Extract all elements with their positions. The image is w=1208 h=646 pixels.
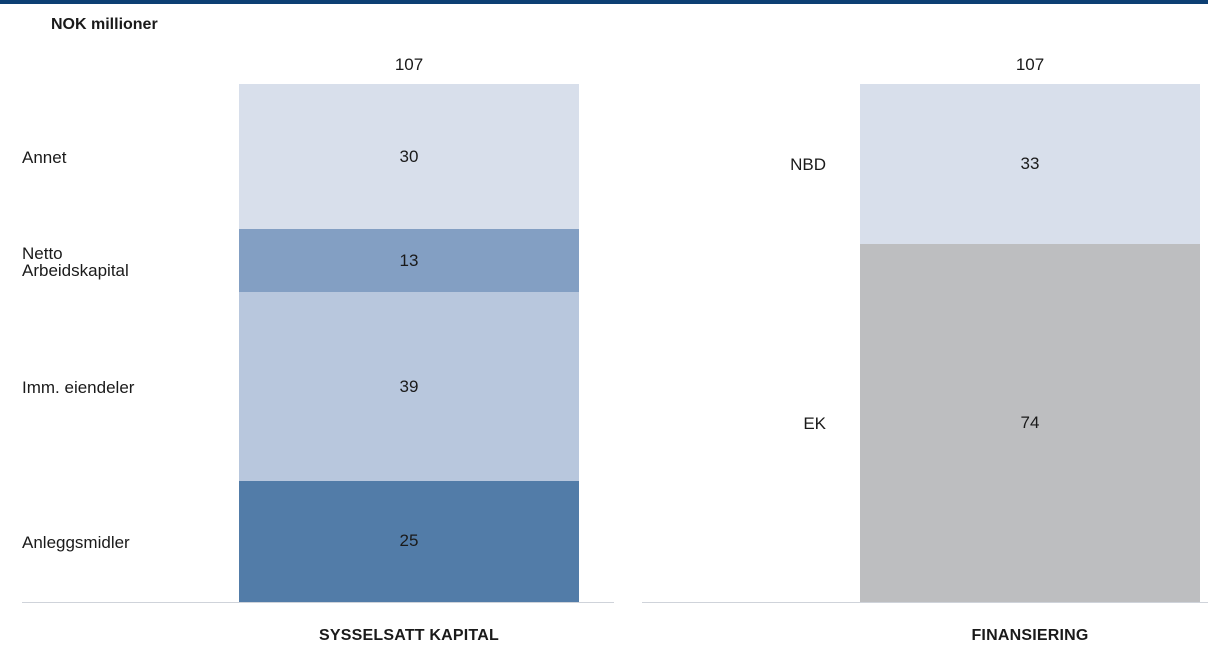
bar-segment-finansiering-ek: 74 <box>860 243 1200 602</box>
category-label-netto-arbeidskapital: Netto Arbeidskapital <box>22 243 129 280</box>
data-label-anleggsmidler: 25 <box>399 531 419 551</box>
data-label-annet: 30 <box>399 146 419 166</box>
category-label-anleggsmidler: Anleggsmidler <box>22 532 130 552</box>
bar-segment-sysselsatt-annet: 30 <box>239 84 579 230</box>
baseline-left <box>22 602 614 603</box>
baseline-right <box>642 602 1208 603</box>
data-label-nbd: 33 <box>1020 153 1040 173</box>
bar-segment-sysselsatt-imm-eiendeler: 39 <box>239 292 579 481</box>
category-label-nbd: NBD <box>790 155 826 175</box>
data-label-netto-arbeidskapital: 13 <box>399 250 419 270</box>
axis-title-finansiering: FINANSIERING <box>971 627 1089 644</box>
total-label-sysselsatt: 107 <box>394 55 424 74</box>
total-label-finansiering: 107 <box>1015 55 1045 74</box>
unit-label: NOK millioner <box>51 16 158 33</box>
category-label-annet: Annet <box>22 148 67 168</box>
category-label-ek: EK <box>803 414 826 434</box>
bar-segment-finansiering-nbd: 33 <box>860 84 1200 244</box>
bar-segment-sysselsatt-anleggsmidler: 25 <box>239 480 579 602</box>
axis-title-sysselsatt: SYSSELSATT KAPITAL <box>319 627 499 644</box>
category-label-imm-eiendeler: Imm. eiendeler <box>22 378 135 398</box>
bar-segment-sysselsatt-netto-arbeidskapital: 13 <box>239 229 579 293</box>
top-rule <box>0 0 1208 4</box>
data-label-ek: 74 <box>1020 412 1040 432</box>
data-label-imm-eiendeler: 39 <box>399 376 419 396</box>
